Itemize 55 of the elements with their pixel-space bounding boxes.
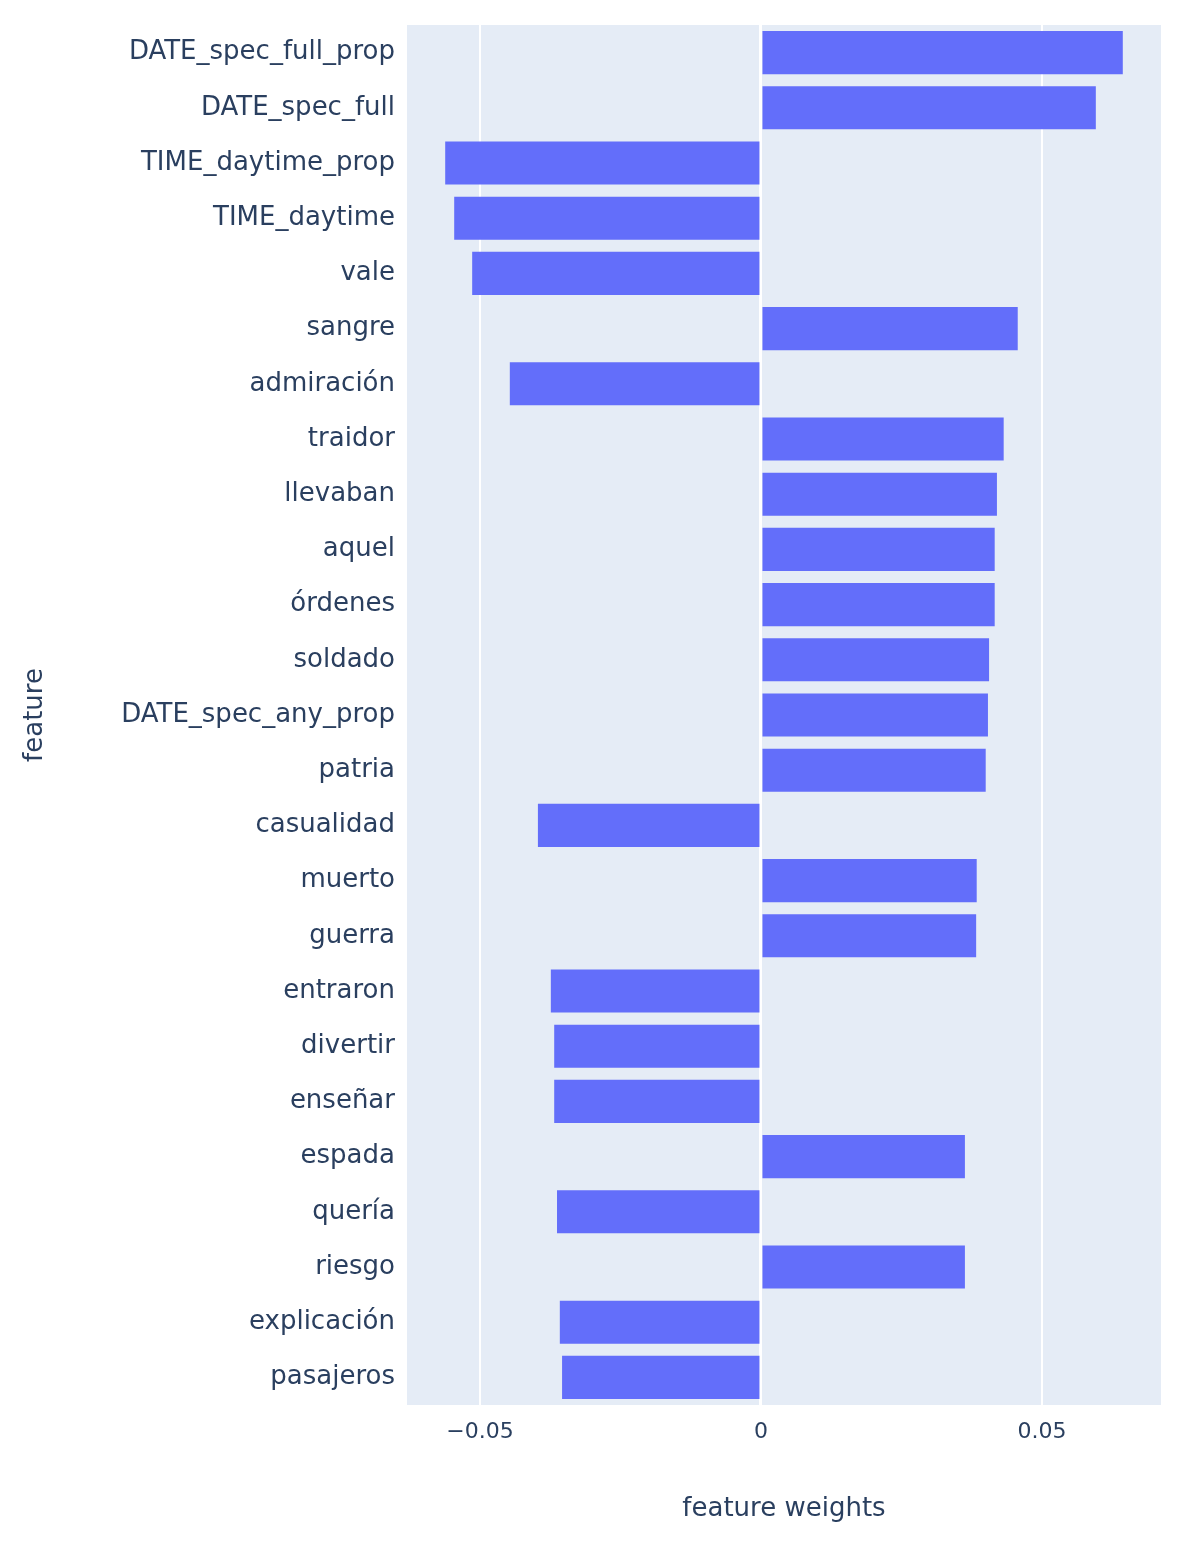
bar (554, 1079, 760, 1123)
y-tick-label: admiración (249, 366, 395, 397)
y-tick-label: espada (300, 1139, 395, 1170)
bar (762, 527, 995, 571)
bar (762, 307, 1018, 351)
y-axis-title: feature (18, 668, 49, 762)
bar (762, 1245, 965, 1289)
y-tick-label: llevaban (284, 476, 395, 507)
bar (762, 472, 997, 516)
bar (762, 417, 1004, 461)
y-tick-label: TIME_daytime_prop (139, 145, 395, 176)
y-tick-label: órdenes (290, 587, 395, 618)
bar (762, 638, 990, 682)
bar (445, 141, 760, 185)
bar (762, 1135, 965, 1179)
y-tick-label: DATE_spec_any_prop (121, 697, 395, 728)
bar (762, 748, 986, 792)
bar (762, 31, 1123, 75)
y-tick-label: DATE_spec_full (200, 90, 395, 121)
y-tick-label: guerra (309, 918, 395, 949)
y-tick-label: muerto (300, 863, 395, 894)
y-tick-label: aquel (322, 532, 395, 563)
bar (537, 803, 760, 847)
bar (762, 914, 977, 958)
bar (550, 969, 760, 1013)
y-tick-label: enseñar (289, 1084, 396, 1115)
y-tick-label: TIME_daytime (212, 200, 395, 231)
x-tick-label: 0 (753, 1417, 768, 1443)
y-tick-label: explicación (248, 1304, 395, 1335)
bar (557, 1190, 760, 1234)
x-tick-label: 0.05 (1017, 1417, 1067, 1443)
y-tick-label: quería (312, 1194, 395, 1225)
x-tick-label: −0.05 (446, 1417, 514, 1443)
bar (472, 251, 760, 295)
y-tick-label: divertir (301, 1028, 396, 1059)
bar (559, 1300, 760, 1344)
bar (554, 1024, 760, 1068)
bar (762, 859, 977, 903)
x-axis-title: feature weights (682, 1492, 886, 1523)
y-tick-label: vale (340, 256, 395, 287)
y-tick-label: soldado (293, 642, 395, 673)
y-tick-label: entraron (283, 973, 395, 1004)
y-tick-label: traidor (307, 421, 396, 452)
bar (762, 693, 988, 737)
bar (509, 362, 760, 406)
y-tick-label: pasajeros (270, 1360, 395, 1391)
bar (562, 1355, 760, 1399)
y-tick-label: sangre (306, 311, 395, 342)
y-tick-label: patria (318, 752, 395, 783)
y-tick-label: casualidad (255, 808, 395, 839)
y-tick-label: DATE_spec_full_prop (128, 35, 395, 66)
bar (762, 86, 1096, 130)
bar (454, 196, 760, 240)
bar (762, 583, 995, 627)
y-tick-label: riesgo (315, 1249, 395, 1280)
